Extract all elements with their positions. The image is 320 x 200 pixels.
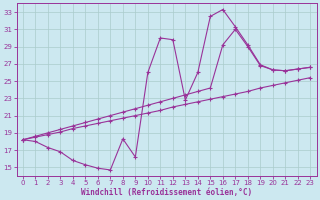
X-axis label: Windchill (Refroidissement éolien,°C): Windchill (Refroidissement éolien,°C) [81, 188, 252, 197]
